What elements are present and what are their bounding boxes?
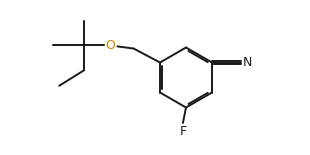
Text: F: F	[179, 125, 186, 138]
Text: N: N	[243, 56, 252, 69]
Text: O: O	[105, 39, 115, 52]
